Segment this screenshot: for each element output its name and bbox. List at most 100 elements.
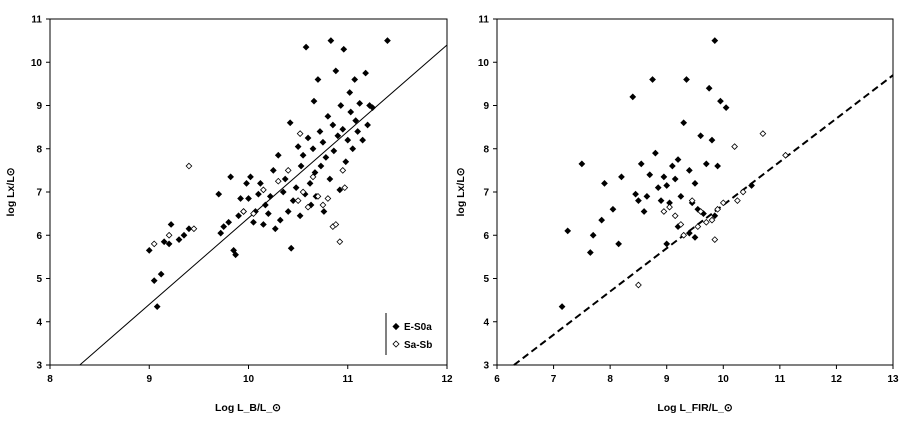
left-point-e-s0a [292,184,300,192]
right-point-e-s0a [640,208,648,215]
left-point-e-s0a [227,173,235,181]
left-x-axis-label: Log L_B/L_⊙ [215,402,281,414]
left-y-tick-label: 7 [36,188,42,199]
right-point-sa-sb [697,208,705,215]
right-point-e-s0a [635,197,642,205]
right-point-e-s0a [683,76,690,83]
left-point-e-s0a [306,179,314,187]
left-point-e-s0a [322,154,330,161]
left-point-sa-sb [240,208,247,215]
right-point-sa-sb [719,199,727,207]
right-point-e-s0a [714,162,721,170]
left-y-tick-label: 6 [36,231,42,242]
right-y-tick-label: 7 [483,188,489,199]
right-point-e-s0a [685,229,693,237]
left-point-e-s0a [217,229,225,237]
right-point-e-s0a [558,303,566,310]
left-point-e-s0a [250,218,257,226]
left-x-tick-label: 11 [342,374,353,385]
right-point-e-s0a [652,149,659,157]
left-point-e-s0a [175,236,183,243]
left-point-e-s0a [310,97,318,105]
left-point-e-s0a [237,195,244,202]
left-point-e-s0a [145,247,153,254]
left-y-axis-label: log Lx/L⊙ [5,167,17,216]
left-point-e-s0a [284,208,292,215]
right-point-sa-sb [759,130,767,137]
right-point-sa-sb [714,205,721,213]
right-y-tick-label: 5 [483,274,489,285]
left-point-e-s0a [257,179,264,187]
right-point-e-s0a [564,227,572,235]
left-point-e-s0a [153,303,161,310]
left-point-e-s0a [262,201,269,209]
left-point-e-s0a [279,188,287,196]
left-point-e-s0a [342,158,350,166]
left-point-e-s0a [274,151,282,159]
right-y-tick-label: 11 [478,15,489,26]
right-point-e-s0a [717,97,724,105]
left-point-e-s0a [297,162,305,170]
left-point-e-s0a [180,231,188,239]
right-point-e-s0a [654,184,662,192]
right-y-tick-label: 6 [483,231,489,242]
right-point-sa-sb [702,218,710,226]
left-point-e-s0a [314,76,322,83]
right-point-e-s0a [671,175,679,183]
left-point-sa-sb [319,201,327,209]
legend-marker-sa-sb [392,340,400,348]
right-point-e-s0a [711,212,719,220]
left-point-e-s0a [296,212,304,220]
left-y-tick-label: 8 [36,144,42,155]
left-point-e-s0a [276,216,284,224]
left-point-sa-sb [296,130,304,137]
left-point-e-s0a [326,175,334,183]
left-y-tick-label: 5 [36,274,42,285]
left-point-e-s0a [230,247,237,254]
left-point-e-s0a [220,223,228,230]
left-point-e-s0a [232,251,239,259]
right-point-sa-sb [666,203,673,211]
left-point-e-s0a [351,76,359,83]
legend-label-e-s0a: E-S0a [404,322,432,333]
right-point-sa-sb [688,197,696,205]
left-point-sa-sb [314,192,322,200]
right-point-sa-sb [671,212,679,220]
left-point-e-s0a [384,37,391,44]
left-point-e-s0a [311,169,319,176]
left-point-sa-sb [190,225,198,233]
left-point-e-s0a [304,134,312,142]
left-point-e-s0a [271,225,279,233]
right-point-e-s0a [705,84,713,92]
right-point-e-s0a [598,216,606,224]
right-x-axis-label: Log L_FIR/L_⊙ [657,402,732,414]
right-x-tick-label: 12 [831,374,843,385]
left-y-tick-label: 11 [31,15,42,26]
left-point-e-s0a [247,173,254,181]
right-point-sa-sb [739,188,747,196]
left-point-e-s0a [320,208,328,215]
right-point-e-s0a [663,240,671,248]
left-point-sa-sb [336,238,344,246]
left-plot-frame [49,18,448,366]
left-point-sa-sb [294,197,302,205]
left-point-e-s0a [309,145,317,153]
right-point-e-s0a [748,182,755,189]
left-point-sa-sb [150,240,158,248]
right-point-sa-sb [711,236,719,243]
right-point-e-s0a [646,171,654,179]
left-point-e-s0a [344,136,352,144]
right-x-tick-label: 11 [775,374,786,385]
right-point-sa-sb [680,231,688,239]
left-point-e-s0a [215,190,223,198]
left-point-e-s0a [185,225,193,233]
left-point-sa-sb [284,167,292,174]
right-point-e-s0a [669,162,676,170]
right-x-tick-label: 6 [494,374,500,385]
left-point-e-s0a [334,132,342,140]
left-point-e-s0a [316,128,324,135]
left-point-e-s0a [235,212,242,220]
left-x-tick-label: 9 [146,374,152,385]
right-x-tick-label: 7 [551,374,557,385]
